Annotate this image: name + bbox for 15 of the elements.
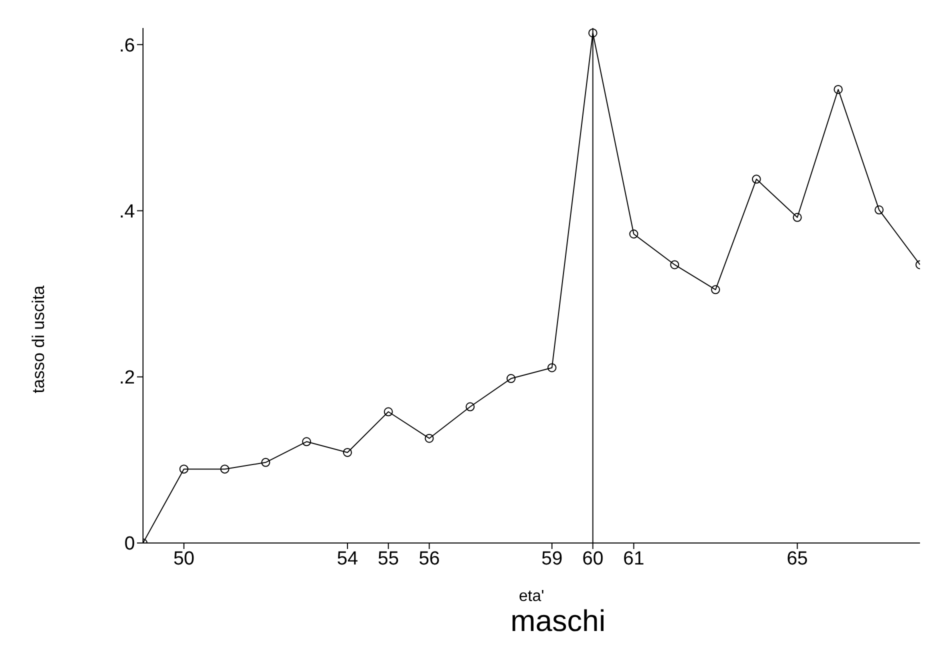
x-tick-label: 65	[786, 548, 808, 570]
text: maschi	[509, 605, 607, 639]
x-tick-label: 56	[418, 548, 440, 570]
y-axis-title: tasso di uscita	[29, 284, 48, 394]
x-axis-title: eta'	[518, 588, 544, 605]
x-tick-label: 55	[378, 548, 399, 570]
y-tick-label: 0	[124, 534, 135, 555]
x-tick-label: 60	[582, 548, 604, 570]
x-tick-label: 59	[541, 548, 563, 570]
y-tick-label: .2	[119, 368, 135, 389]
y-tick-label: .6	[119, 35, 135, 56]
x-tick-label: 54	[336, 548, 358, 570]
x-tick-label: 61	[623, 548, 644, 570]
x-tick-label: 50	[173, 548, 194, 570]
y-tick-label: .4	[119, 201, 136, 222]
